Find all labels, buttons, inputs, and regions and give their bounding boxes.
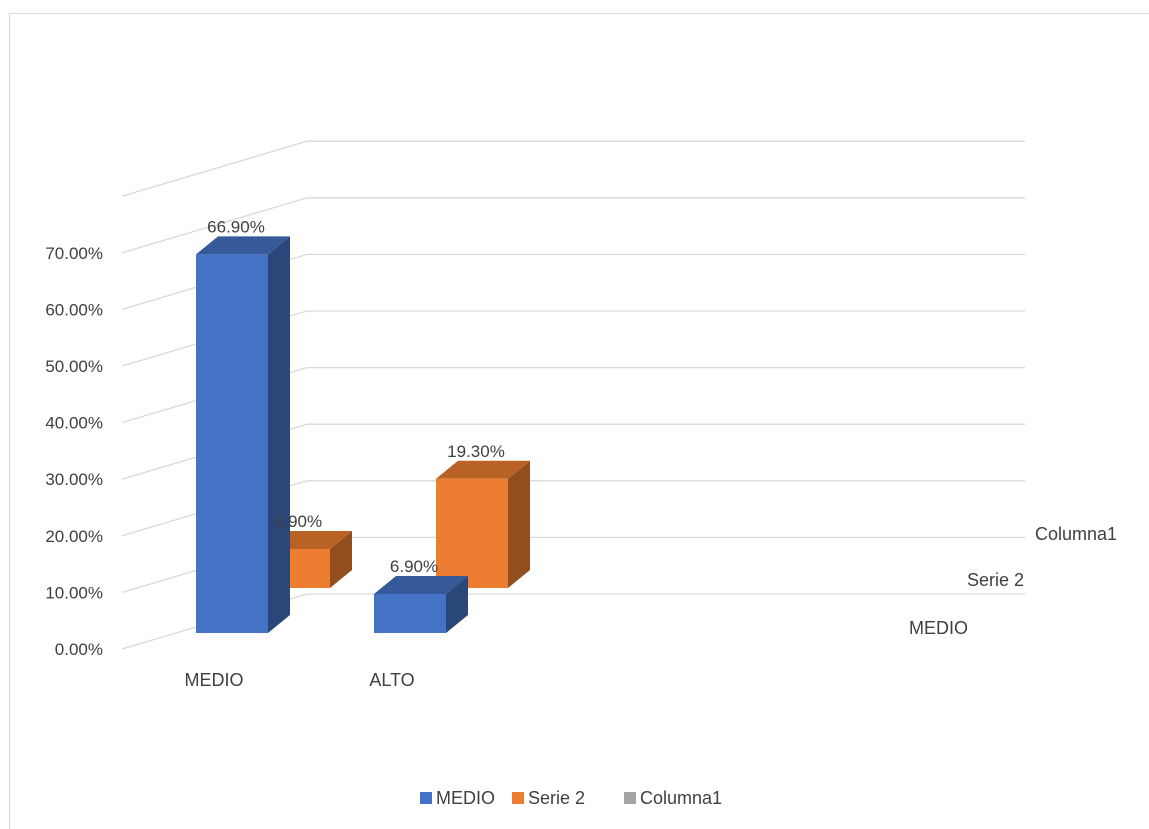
depth-axis-label: Columna1 [1035,524,1117,544]
bar [374,593,446,633]
data-label: 6.90% [274,512,322,531]
bar [196,254,268,633]
depth-axis-label: MEDIO [909,618,968,638]
legend: MEDIO Serie 2 Columna1 [420,788,722,808]
depth-axis-label: Serie 2 [967,570,1024,590]
y-tick-label: 40.00% [45,414,103,433]
bar-side [508,460,530,588]
chart-frame [9,13,1149,829]
legend-swatch [512,792,524,804]
y-tick-label: 30.00% [45,470,103,489]
y-tick-label: 20.00% [45,527,103,546]
legend-label: MEDIO [436,788,495,808]
legend-swatch [420,792,432,804]
depth-axis-labels: MEDIO Serie 2 Columna1 [909,524,1117,638]
bar-side [330,530,352,588]
y-tick-label: 60.00% [45,300,103,319]
data-label: 66.90% [207,217,265,236]
y-tick-label: 70.00% [45,244,103,263]
legend-label: Serie 2 [528,788,585,808]
data-label: 19.30% [447,442,505,461]
legend-swatch [624,792,636,804]
bar-side [268,236,290,633]
category-label: MEDIO [184,670,243,690]
bar-top [436,460,530,479]
legend-label: Columna1 [640,788,722,808]
bar-side [446,575,468,633]
bar [436,478,508,588]
y-tick-label: 0.00% [55,640,103,659]
y-axis-ticks: 0.00% 10.00% 20.00% 30.00% 40.00% 50.00% 60.00… [45,244,103,659]
data-label: 6.90% [390,557,438,576]
gridline-side [121,140,308,197]
bar-top [374,575,468,594]
data-labels: 6.90% 66.90% 19.30% 6.90% [207,217,505,576]
bars [196,236,530,633]
bar-top [196,236,290,255]
gridline-side [121,197,308,254]
category-labels: MEDIO ALTO [184,670,414,690]
y-tick-label: 50.00% [45,357,103,376]
y-tick-label: 10.00% [45,583,103,602]
category-label: ALTO [369,670,414,690]
